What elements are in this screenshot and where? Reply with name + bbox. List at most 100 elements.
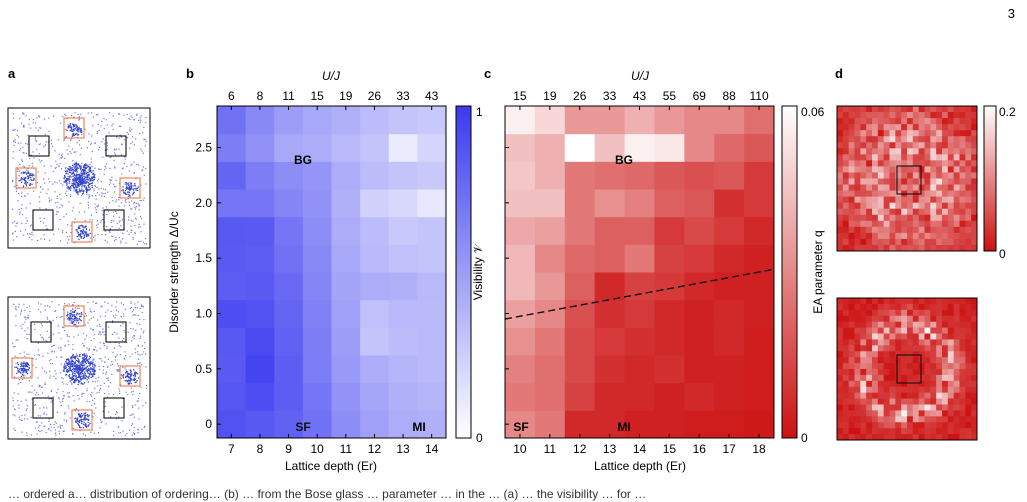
pixel <box>854 428 861 435</box>
scatter-dot <box>12 405 14 407</box>
orange-roi <box>119 365 141 387</box>
pixel <box>942 386 949 394</box>
scatter-dot <box>89 183 91 186</box>
pixel <box>860 184 867 191</box>
pixel <box>953 404 960 411</box>
pixel <box>965 226 972 234</box>
pixel <box>872 392 879 399</box>
pixel <box>837 148 844 155</box>
scatter-dot <box>68 396 71 398</box>
pixel <box>901 374 908 382</box>
pixel <box>965 112 972 119</box>
heatmap-cell <box>534 382 566 411</box>
pixel <box>848 369 855 376</box>
scatter-dot <box>142 306 144 308</box>
scatter-dot <box>65 179 67 181</box>
scatter-dot <box>68 363 70 365</box>
scatter-dot <box>43 407 45 409</box>
pixel <box>877 112 885 119</box>
pixel <box>860 190 867 198</box>
scatter-dot <box>75 166 77 168</box>
scatter-dot <box>130 231 132 233</box>
pixel <box>930 428 937 435</box>
pixel <box>866 386 873 394</box>
scatter-dot <box>85 233 87 236</box>
pixel <box>953 357 960 364</box>
pixel <box>965 410 972 417</box>
colorbar-b <box>455 105 472 439</box>
pixel <box>854 172 861 179</box>
heatmap-cell <box>624 299 655 328</box>
pixel <box>959 238 966 246</box>
pixel <box>860 321 867 328</box>
top-tick-label: 15 <box>311 89 325 103</box>
scatter-dot <box>100 358 102 360</box>
scatter-dot <box>143 199 145 201</box>
pixel <box>848 386 855 394</box>
pixel <box>872 244 879 252</box>
scatter-dot <box>64 181 66 183</box>
pixel <box>877 386 885 394</box>
pixel <box>936 351 943 358</box>
scatter-dot <box>88 362 90 365</box>
scatter-dot <box>78 359 80 361</box>
scatter-dot <box>120 316 123 318</box>
scatter-dot <box>25 222 27 225</box>
scatter-dot <box>78 413 80 415</box>
scatter-dot <box>86 179 88 181</box>
heatmap-cell <box>331 216 361 245</box>
scatter-dot <box>112 200 114 202</box>
pixel <box>872 220 879 228</box>
scatter-dot <box>79 419 81 422</box>
heatmap-cell <box>274 133 304 162</box>
heatmap-cell <box>245 216 275 245</box>
scatter-dot <box>20 142 22 144</box>
scatter-dot <box>76 235 78 238</box>
heatmap-cell <box>534 133 566 162</box>
scatter-dot <box>17 142 19 144</box>
scatter-dot <box>106 371 108 373</box>
scatter-dot <box>14 128 16 131</box>
scatter-dot <box>112 115 114 117</box>
scatter-dot <box>78 398 80 400</box>
pixel <box>936 190 943 198</box>
scatter-dot <box>79 190 81 192</box>
scatter-dot <box>140 199 142 202</box>
pixel <box>854 160 861 167</box>
scatter-dot <box>63 419 65 421</box>
scatter-dot <box>71 363 73 365</box>
scatter-dot <box>78 365 81 367</box>
scatter-dot <box>130 371 132 373</box>
scatter-dot <box>122 303 125 306</box>
scatter-dot <box>131 391 133 393</box>
scatter-dot <box>93 366 95 369</box>
scatter-dot <box>91 186 93 189</box>
scatter-dot <box>88 168 91 170</box>
scatter-dot <box>70 357 72 359</box>
scatter-dot <box>50 390 52 392</box>
scatter-dot <box>73 116 75 118</box>
scatter-dot <box>72 123 74 125</box>
scatter-dot <box>41 325 43 327</box>
pixel <box>942 410 949 417</box>
scatter-dot <box>73 314 75 316</box>
pixel <box>842 196 850 204</box>
scatter-dot <box>125 198 127 201</box>
scatter-dot <box>91 176 93 179</box>
pixel <box>842 339 850 346</box>
scatter-dot <box>91 373 93 375</box>
pixel <box>936 345 943 352</box>
scatter-dot <box>130 307 133 309</box>
pixel <box>872 357 879 364</box>
heatmap-cell <box>714 272 745 301</box>
scatter-dot <box>48 427 50 429</box>
scatter-dot <box>124 183 126 185</box>
scatter-dot <box>122 398 124 400</box>
pixel <box>912 142 920 149</box>
scatter-dot <box>121 375 123 377</box>
scatter-dot <box>107 302 109 304</box>
scatter-dot <box>73 357 75 359</box>
heatmap-cell <box>624 327 655 356</box>
pixel <box>947 398 955 405</box>
scatter-dot <box>31 183 33 185</box>
